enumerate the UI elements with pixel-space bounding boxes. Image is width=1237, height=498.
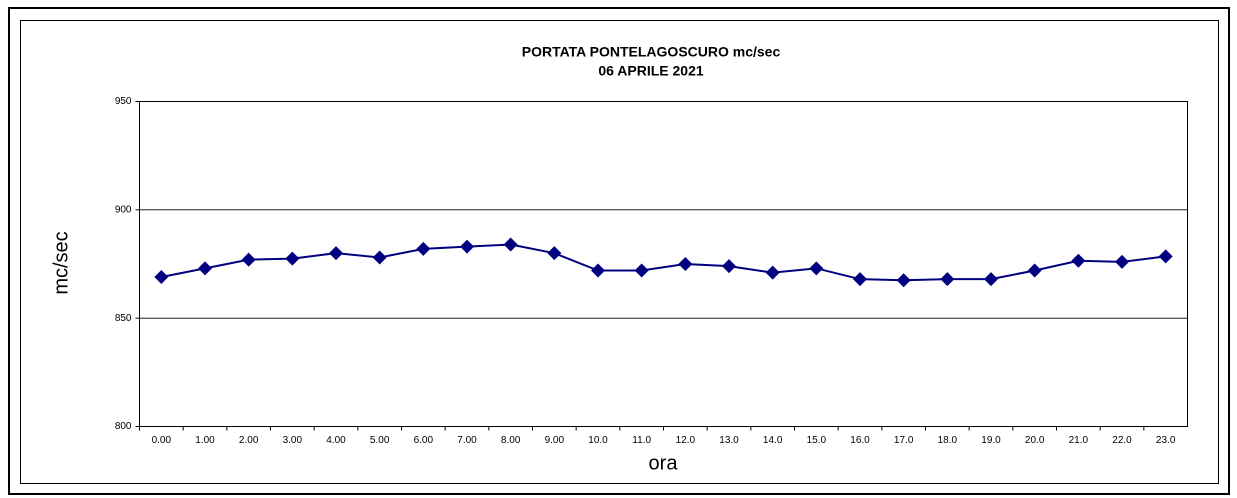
x-tick-label: 13.0 — [719, 435, 739, 446]
x-tick-label: 2.00 — [239, 435, 259, 446]
x-tick-label: 11.0 — [632, 435, 651, 446]
marker — [1115, 254, 1129, 269]
marker — [1071, 253, 1086, 268]
marker — [809, 261, 824, 276]
marker — [416, 241, 431, 256]
x-tick-label: 20.0 — [1025, 435, 1045, 446]
x-tick-label: 14.0 — [763, 435, 783, 446]
x-tick-label: 3.00 — [283, 435, 303, 446]
marker — [896, 273, 911, 288]
marker — [460, 239, 474, 254]
y-tick-label: 850 — [115, 313, 132, 324]
x-tick-label: 9.00 — [545, 435, 565, 446]
x-tick-label: 0.00 — [152, 435, 172, 446]
marker — [1027, 263, 1042, 278]
marker — [678, 257, 693, 271]
y-tick-label: 900 — [115, 204, 132, 215]
marker — [547, 246, 562, 261]
marker — [591, 263, 605, 278]
x-tick-label: 1.00 — [195, 435, 215, 446]
x-tick-label: 23.0 — [1156, 435, 1176, 446]
plot-area — [139, 101, 1188, 427]
x-tick-label: 17.0 — [894, 435, 914, 446]
x-tick-label: 7.00 — [457, 435, 477, 446]
x-tick-label: 15.0 — [807, 435, 827, 446]
x-tick-label: 5.00 — [370, 435, 390, 446]
x-tick-label: 8.00 — [501, 435, 521, 446]
chart-title: PORTATA PONTELAGOSCURO mc/sec — [522, 44, 781, 60]
y-tick-label: 800 — [115, 421, 132, 432]
marker — [765, 265, 780, 280]
y-axis-label: mc/sec — [50, 231, 72, 294]
x-tick-label: 16.0 — [850, 435, 870, 446]
marker — [285, 251, 300, 266]
chart-frame — [20, 20, 1219, 484]
x-tick-label: 19.0 — [981, 435, 1001, 446]
x-tick-label: 10.0 — [588, 435, 608, 446]
x-axis-label: ora — [649, 452, 679, 474]
x-tick-label: 4.00 — [326, 435, 346, 446]
x-tick-label: 6.00 — [414, 435, 434, 446]
x-tick-label: 21.0 — [1069, 435, 1089, 446]
x-tick-label: 22.0 — [1112, 435, 1132, 446]
marker — [372, 250, 387, 265]
y-tick-label: 950 — [115, 96, 132, 107]
x-tick-label: 12.0 — [676, 435, 696, 446]
marker — [984, 272, 998, 287]
marker — [241, 252, 256, 267]
series-line — [161, 243, 1166, 282]
marker — [329, 246, 343, 261]
marker — [198, 261, 212, 276]
marker — [634, 263, 649, 278]
marker — [1158, 249, 1173, 264]
marker — [503, 237, 518, 252]
marker — [722, 259, 736, 274]
marker — [154, 270, 169, 284]
marker — [940, 272, 955, 287]
x-tick-label: 18.0 — [938, 435, 958, 446]
marker — [853, 272, 867, 287]
outer-frame — [8, 7, 1230, 495]
chart-subtitle: 06 APRILE 2021 — [598, 63, 704, 79]
